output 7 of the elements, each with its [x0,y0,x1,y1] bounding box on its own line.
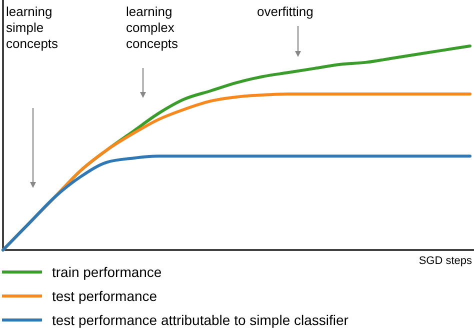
annotation: learning simple concepts [6,4,59,51]
annotation: learning complex concepts [126,4,179,51]
text: overfitting [257,4,314,19]
legend-label: train performance [52,264,162,280]
x-axis-title: SGD steps [418,255,472,267]
legend-label: test performance attributable to simple classifier [52,312,349,328]
legend-label: test performance [52,288,158,304]
